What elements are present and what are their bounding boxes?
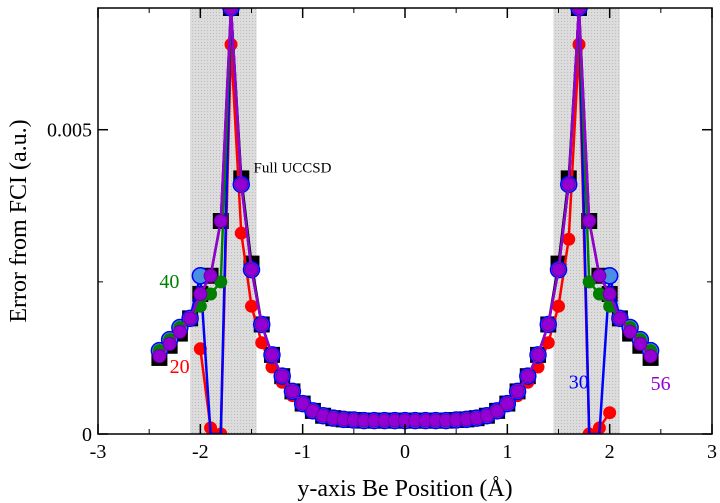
data-point — [582, 275, 596, 289]
data-point — [214, 275, 228, 289]
annotations: Full UCCSD 40 20 30 56 — [159, 160, 670, 395]
data-point — [490, 403, 505, 418]
data-point — [612, 311, 627, 326]
data-point — [592, 287, 606, 301]
y-tick-label: 0 — [82, 424, 92, 446]
data-point — [295, 396, 310, 411]
x-tick-label: 1 — [502, 441, 512, 463]
data-point — [552, 299, 565, 313]
x-tick-label: 2 — [605, 441, 615, 463]
data-point — [234, 226, 248, 240]
annotation-56: 56 — [651, 373, 671, 395]
x-tick-label: -3 — [90, 441, 107, 463]
data-point — [203, 268, 218, 283]
x-tick-label: -1 — [294, 441, 311, 463]
data-point — [254, 317, 269, 332]
data-point — [193, 287, 208, 302]
annotation-20: 20 — [170, 356, 190, 378]
annotation-full-uccsd: Full UCCSD — [254, 160, 332, 176]
data-point — [551, 262, 566, 277]
data-series — [150, 8, 660, 434]
data-point — [264, 347, 279, 362]
data-point — [162, 336, 177, 351]
data-point — [603, 406, 617, 420]
x-tick-label: 0 — [400, 441, 410, 463]
data-point — [245, 299, 258, 313]
data-point — [183, 311, 198, 326]
y-tick-label: 0.005 — [47, 120, 92, 142]
data-point — [172, 324, 187, 339]
x-tick-label: -2 — [192, 441, 209, 463]
data-point — [561, 177, 576, 192]
data-point — [643, 349, 658, 364]
x-tick-label: 3 — [707, 441, 717, 463]
annotation-30: 30 — [569, 371, 589, 393]
data-point — [255, 336, 269, 350]
x-axis-label: y-axis Be Position (Å) — [297, 476, 512, 502]
data-point — [275, 369, 290, 384]
data-point — [520, 369, 535, 384]
axis-ticks: -3 -2 -1 0 1 2 300.005 — [47, 8, 717, 463]
data-point — [531, 347, 546, 362]
data-point — [592, 268, 607, 283]
data-point — [500, 396, 515, 411]
data-point — [285, 384, 300, 399]
data-point — [602, 287, 617, 302]
data-point — [541, 317, 556, 332]
data-point — [224, 8, 239, 15]
data-point — [562, 232, 576, 246]
annotation-40: 40 — [159, 271, 179, 293]
data-point — [213, 214, 228, 228]
data-point — [633, 336, 648, 351]
data-point — [152, 349, 167, 364]
data-point — [582, 214, 597, 228]
y-axis-label: Error from FCI (a.u.) — [6, 119, 32, 322]
series-56 — [152, 8, 658, 428]
data-point — [571, 8, 586, 15]
data-point — [244, 262, 259, 277]
data-point — [510, 384, 525, 399]
data-point — [623, 324, 638, 339]
data-point — [193, 342, 207, 356]
data-point — [541, 336, 555, 350]
data-point — [234, 177, 249, 192]
data-point — [204, 287, 218, 301]
